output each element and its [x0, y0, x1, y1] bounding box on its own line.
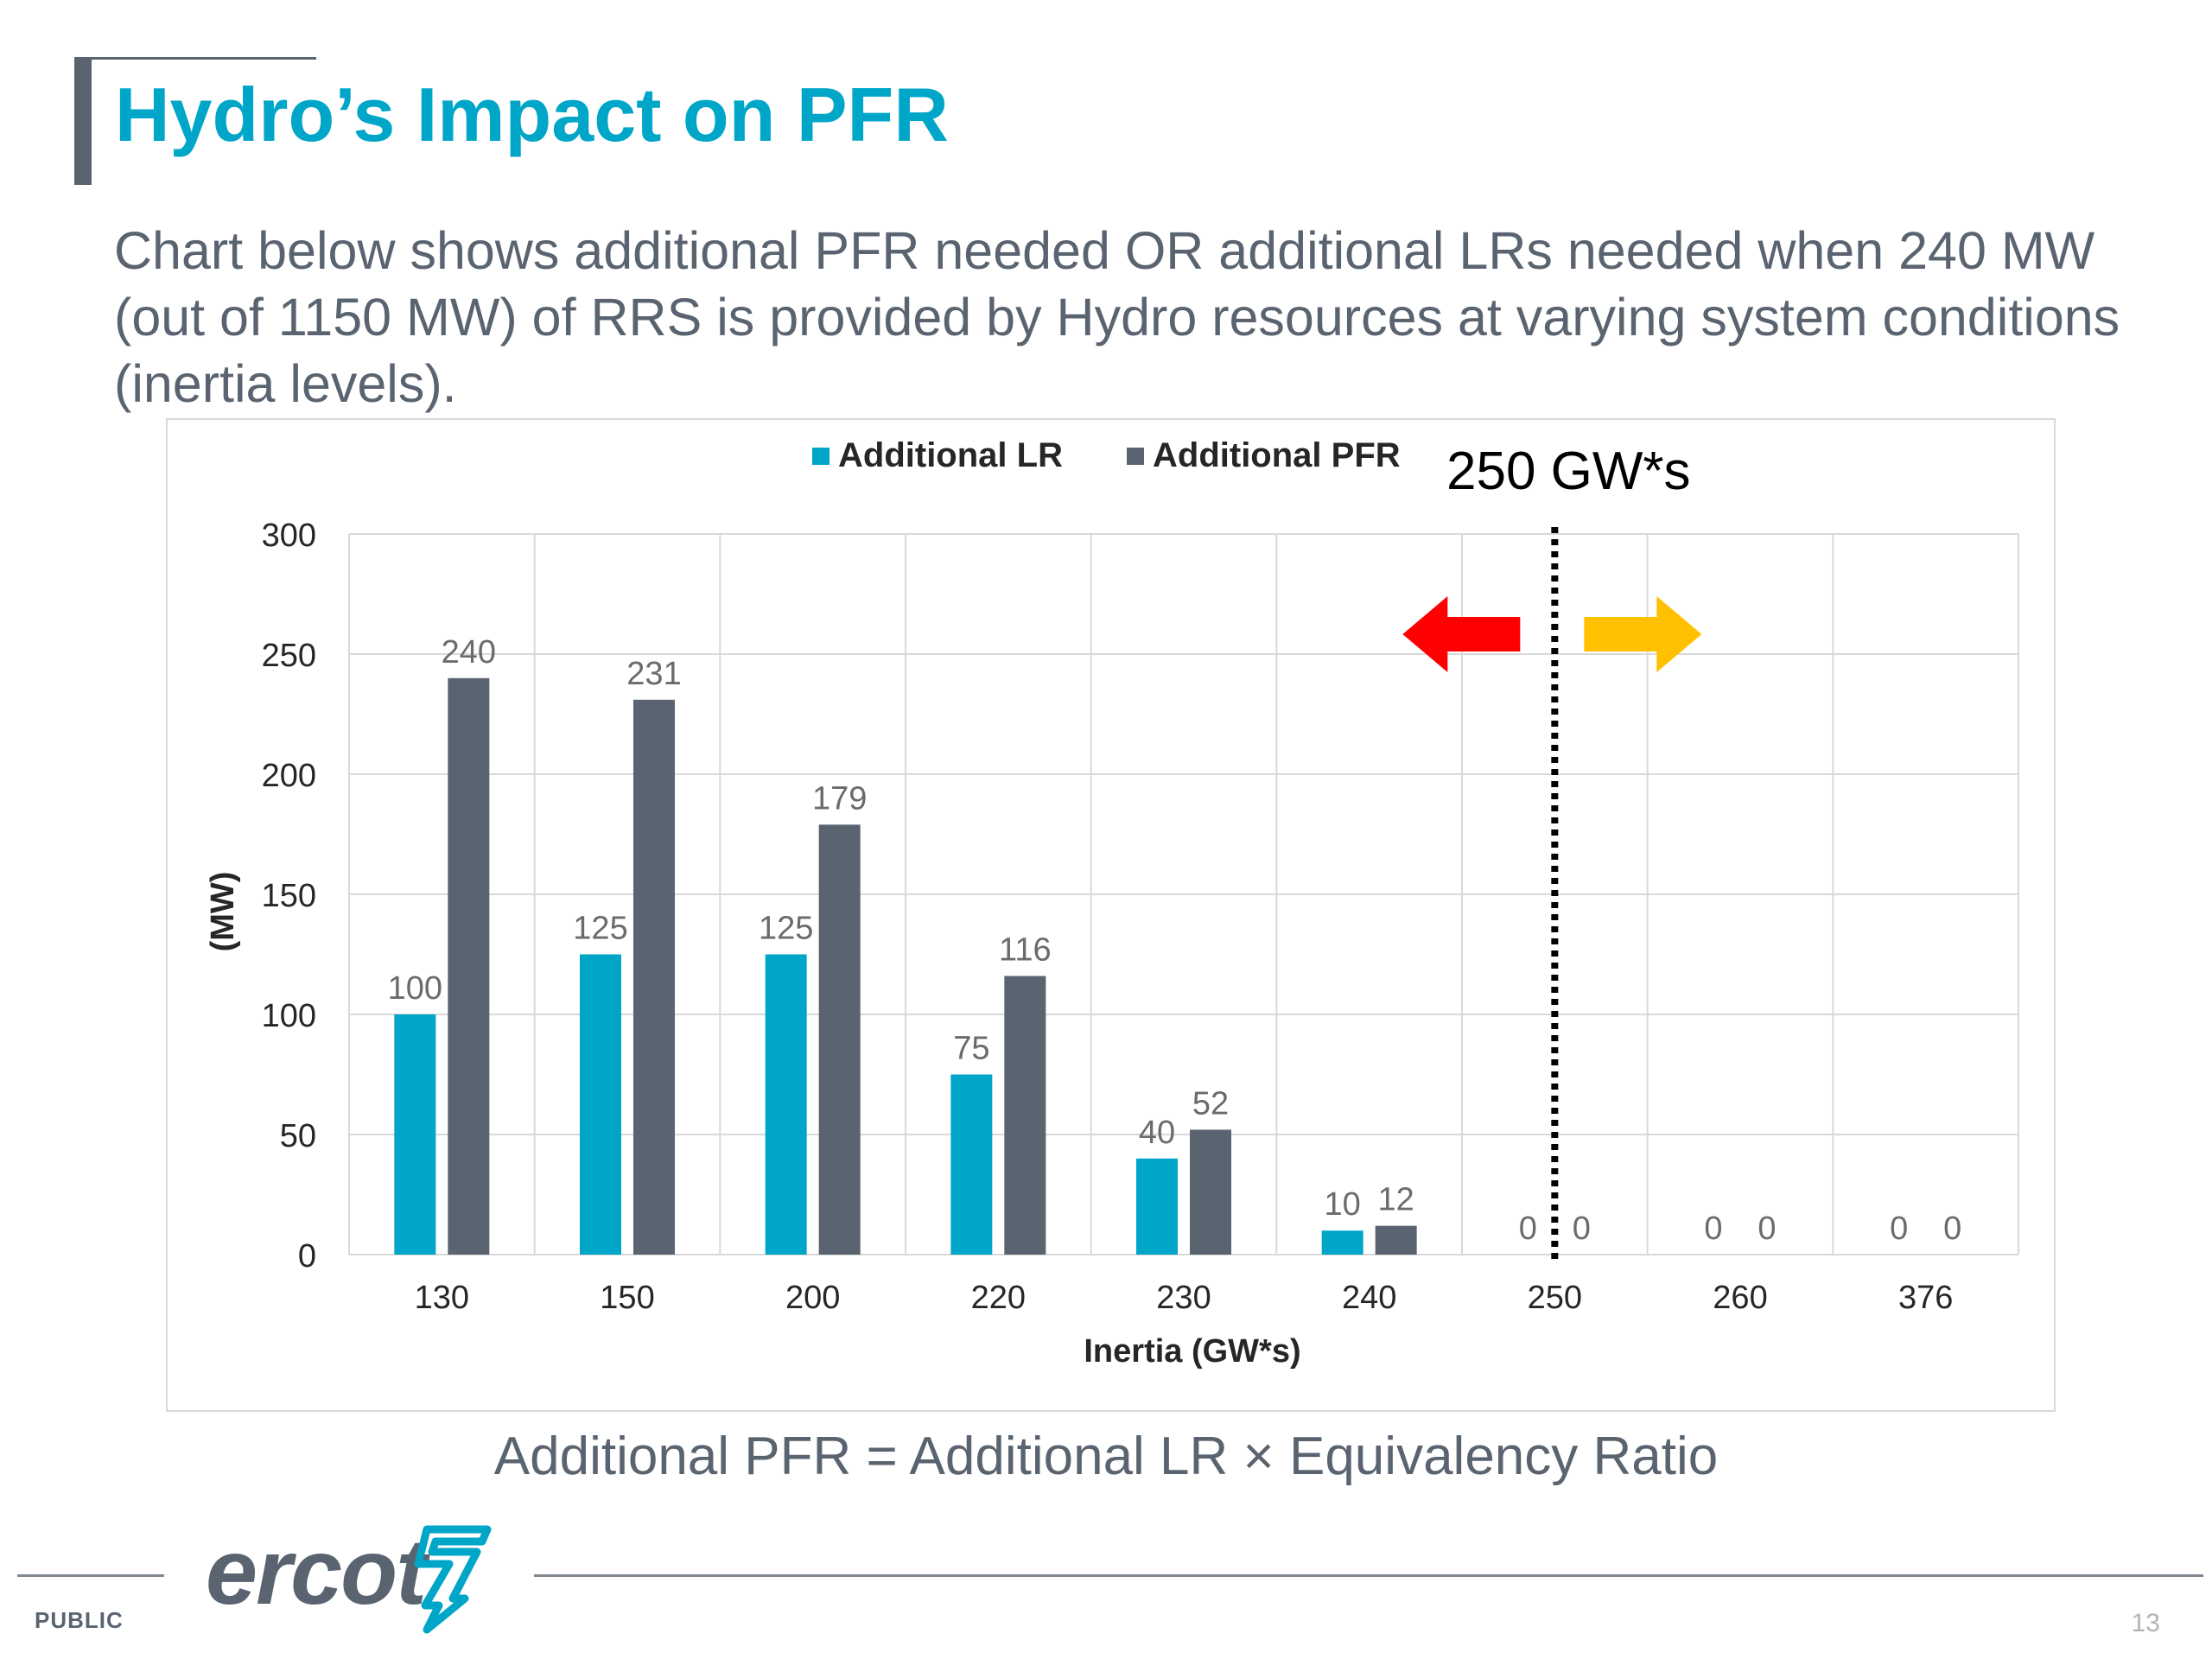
y-tick-label: 50: [280, 1118, 316, 1154]
legend-swatch-pfr: [1127, 448, 1144, 465]
intro-text: Chart below shows additional PFR needed …: [114, 221, 2120, 413]
data-label: 52: [1192, 1085, 1229, 1122]
data-label: 12: [1378, 1182, 1414, 1218]
x-tick-label: 376: [1898, 1280, 1953, 1316]
ercot-logo: ercot: [206, 1519, 427, 1624]
bar-additional-lr: [1136, 1158, 1178, 1255]
footer-divider-right: [534, 1574, 2203, 1577]
y-tick-label: 0: [298, 1238, 316, 1274]
data-label: 240: [442, 634, 496, 671]
y-tick-label: 150: [262, 878, 316, 914]
bar-additional-pfr: [1190, 1129, 1231, 1255]
data-label: 179: [812, 780, 867, 817]
data-label: 116: [999, 932, 1052, 969]
data-label: 125: [573, 911, 627, 947]
page-number: 13: [2131, 1609, 2160, 1637]
right-arrow-icon: [1584, 596, 1702, 672]
data-label: 40: [1139, 1115, 1175, 1151]
legend-label-lr: Additional LR: [838, 436, 1063, 474]
data-label: 10: [1325, 1186, 1361, 1223]
bar-additional-pfr: [1375, 1225, 1417, 1255]
data-label: 231: [626, 656, 681, 692]
x-tick-label: 150: [600, 1280, 654, 1316]
x-tick-label: 220: [971, 1280, 1026, 1316]
threshold-annotation-label: 250 GW*s: [1446, 442, 1691, 501]
bar-additional-pfr: [1004, 976, 1046, 1255]
footer-divider-left: [17, 1574, 164, 1577]
x-tick-label: 250: [1528, 1280, 1582, 1316]
bar-additional-pfr: [633, 699, 675, 1255]
x-tick-label: 230: [1156, 1280, 1211, 1316]
y-tick-label: 200: [262, 758, 316, 794]
y-axis-title: (MW): [205, 872, 241, 952]
classification-label: PUBLIC: [35, 1607, 124, 1633]
x-tick-label: 130: [415, 1280, 469, 1316]
bar-additional-lr: [765, 954, 807, 1255]
ercot-logo-mark-icon: [414, 1525, 492, 1634]
page-title: Hydro’s Impact on PFR: [115, 72, 949, 157]
x-tick-label: 200: [785, 1280, 840, 1316]
data-label: 100: [388, 970, 442, 1007]
legend-label-pfr: Additional PFR: [1153, 436, 1401, 474]
bar-additional-pfr: [818, 824, 861, 1255]
title-top-line: [74, 57, 316, 60]
y-tick-label: 300: [262, 518, 316, 554]
title-accent-bar: [74, 57, 92, 185]
bar-additional-lr: [580, 954, 621, 1255]
x-tick-label: 240: [1342, 1280, 1396, 1316]
x-axis-title: Inertia (GW*s): [1084, 1333, 1300, 1370]
left-arrow-icon: [1402, 596, 1521, 672]
data-label: 0: [1519, 1211, 1537, 1247]
y-tick-label: 250: [262, 638, 316, 674]
y-tick-label: 100: [262, 998, 316, 1034]
chart-frame: 0 50 100 150 200 250 300 100 240 130 125 231 150 125 1…: [166, 418, 2056, 1412]
bar-chart: 0501001502002503001002401301252311501251…: [205, 436, 2019, 1370]
data-label: 0: [1758, 1211, 1776, 1247]
data-label: 0: [1573, 1211, 1591, 1247]
x-tick-label: 260: [1713, 1280, 1767, 1316]
bar-additional-lr: [950, 1074, 993, 1255]
bar-additional-lr: [1321, 1230, 1363, 1255]
data-label: 125: [759, 911, 813, 947]
data-label: 0: [1943, 1211, 1961, 1247]
bar-additional-pfr: [448, 677, 490, 1255]
bar-additional-lr: [394, 1014, 436, 1255]
data-label: 0: [1704, 1211, 1722, 1247]
formula-text: Additional PFR = Additional LR × Equival…: [493, 1427, 1719, 1486]
data-label: 75: [953, 1031, 989, 1067]
legend-swatch-lr: [812, 448, 830, 465]
data-label: 0: [1890, 1211, 1908, 1247]
